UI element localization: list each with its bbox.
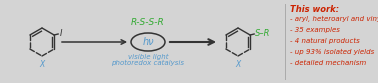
Text: - 4 natural products: - 4 natural products — [290, 38, 360, 44]
Text: - aryl, heteroaryl and vinyl iodides: - aryl, heteroaryl and vinyl iodides — [290, 16, 378, 22]
Text: photoredox catalysis: photoredox catalysis — [112, 60, 184, 66]
Text: I: I — [60, 29, 63, 38]
Text: X: X — [39, 60, 45, 69]
Text: S–R: S–R — [255, 28, 271, 38]
Text: visible light: visible light — [128, 54, 168, 60]
Text: R-S-S-R: R-S-S-R — [131, 18, 165, 27]
Text: This work:: This work: — [290, 5, 339, 14]
Text: hν: hν — [142, 37, 154, 47]
Text: - up 93% isolated yields: - up 93% isolated yields — [290, 49, 374, 55]
Text: X: X — [235, 60, 241, 69]
Text: - 35 examples: - 35 examples — [290, 27, 340, 33]
Text: - detailed mechanism: - detailed mechanism — [290, 60, 366, 66]
